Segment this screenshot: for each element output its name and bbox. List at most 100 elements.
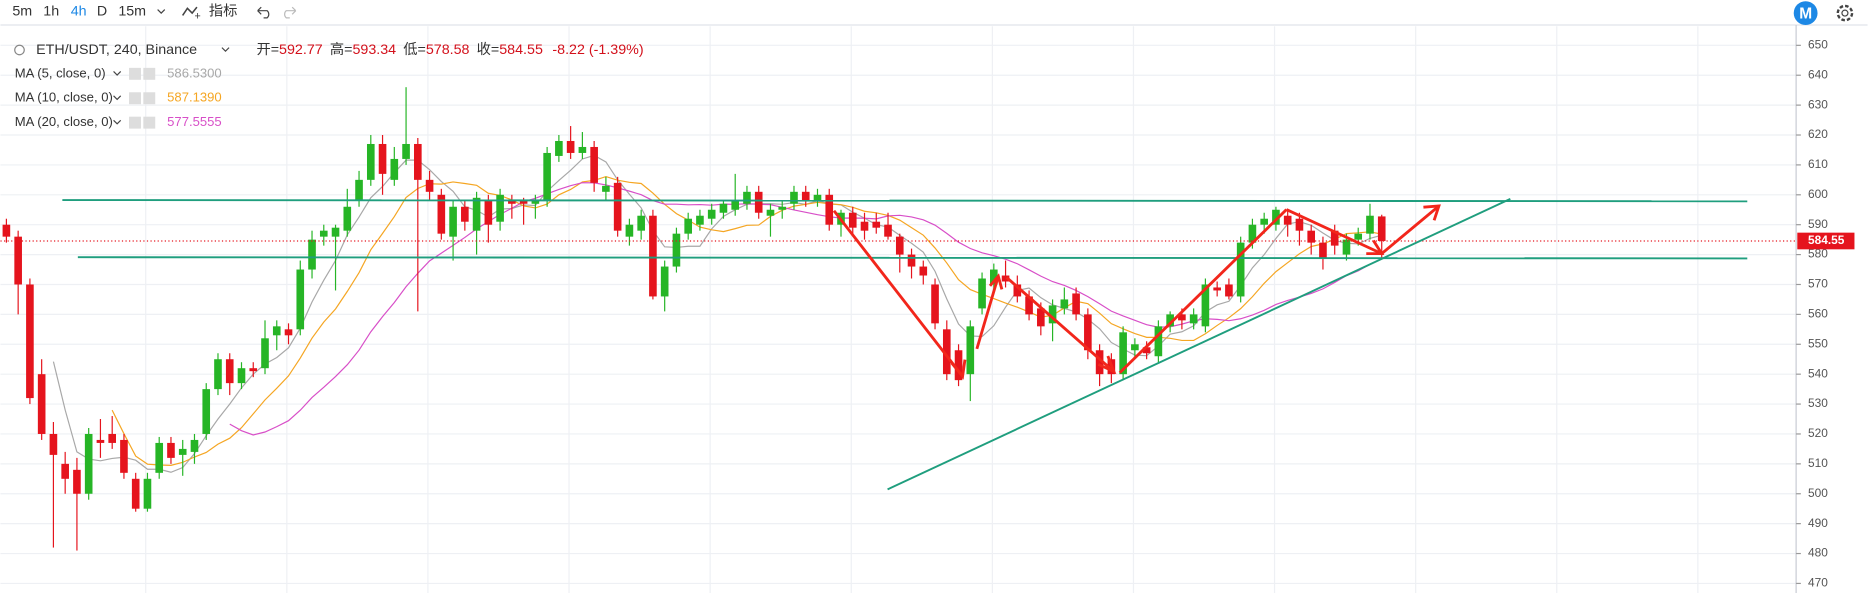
y-tick-label: 470: [1808, 576, 1828, 590]
eye-button[interactable]: [129, 67, 141, 80]
close-button[interactable]: [143, 67, 156, 80]
indicators-button[interactable]: 指标: [209, 3, 238, 20]
candle-body: [754, 191, 763, 213]
ma-name: MA (10, close, 0): [15, 90, 113, 105]
candle-body: [167, 442, 175, 458]
candle-body: [1072, 293, 1080, 315]
candle-body: [860, 221, 869, 231]
arrow-head: [950, 359, 967, 380]
logo[interactable]: [1793, 1, 1818, 26]
y-tick-label: 610: [1808, 157, 1828, 171]
interval-button[interactable]: 4h: [71, 4, 87, 20]
candle-body: [684, 218, 692, 234]
candle-body: [613, 182, 622, 231]
candle-body: [155, 442, 164, 473]
candle-body: [1025, 296, 1033, 315]
y-tick-label: 650: [1808, 37, 1828, 51]
ma-line: [229, 182, 1382, 436]
candle-body: [1295, 218, 1304, 231]
arrow-head: [1423, 204, 1441, 221]
arrow: [975, 275, 1000, 350]
candle-body: [402, 143, 410, 159]
wave-arrows: [832, 204, 1441, 380]
label: 高=: [330, 41, 353, 58]
candle-body: [425, 179, 434, 192]
candle-body: [284, 329, 293, 336]
candle-body: [1377, 216, 1386, 241]
y-tick-label: 540: [1808, 366, 1828, 380]
ma-value: 577.5555: [167, 114, 222, 129]
candle-body: [766, 209, 775, 216]
y-tick-label: 530: [1808, 396, 1828, 410]
candle-body: [108, 433, 117, 443]
candle-body: [919, 266, 928, 276]
candle-body: [237, 368, 246, 384]
eye-button[interactable]: [129, 92, 141, 105]
redo-button[interactable]: [284, 6, 297, 19]
candle-body: [543, 152, 551, 201]
undo-button[interactable]: [257, 6, 270, 19]
candle-body: [1001, 275, 1010, 282]
legend: ETH/USDT, 240, Binance 开=592.77 高=593.34 低…: [14, 41, 644, 58]
candle-body: [1166, 314, 1174, 327]
candle-body: [1037, 308, 1045, 327]
symbol-dropdown[interactable]: [221, 47, 230, 53]
candle-body: [190, 439, 199, 452]
grid: [0, 26, 1797, 593]
indicator-icon[interactable]: [181, 6, 198, 16]
candle-body: [872, 221, 881, 228]
candle-body: [14, 236, 22, 285]
candle-body: [1283, 215, 1292, 225]
candle-body: [1201, 284, 1210, 327]
close-button[interactable]: [143, 92, 156, 105]
candle-body: [202, 389, 211, 434]
arrow-head: [1097, 355, 1117, 375]
settings-button[interactable]: [1836, 4, 1854, 22]
interval-button[interactable]: 15m: [118, 4, 146, 20]
y-tick-label: 500: [1808, 486, 1828, 500]
interval-button[interactable]: 1h: [43, 4, 59, 20]
last-price-box: [1797, 232, 1855, 250]
y-tick-label: 550: [1808, 336, 1828, 350]
candle-body: [143, 478, 152, 509]
trend-line: [887, 197, 1511, 491]
candle-body: [1319, 242, 1327, 258]
candle-body: [496, 194, 504, 222]
candle-body: [590, 146, 598, 183]
candle-body: [331, 227, 340, 237]
candle-body: [261, 338, 269, 369]
candle-body: [1236, 242, 1245, 297]
candle-body: [120, 439, 128, 473]
candle-body: [990, 269, 998, 285]
close-button[interactable]: [143, 116, 156, 129]
plus-icon: +: [195, 10, 201, 22]
arrow: [832, 209, 964, 378]
candle-body: [1142, 347, 1151, 354]
candle-body: [49, 433, 58, 455]
candle-body: [531, 200, 540, 204]
candle-body: [1354, 233, 1363, 240]
support-line: [77, 256, 1748, 260]
interval-button[interactable]: 5m: [12, 4, 32, 20]
label: 低=: [403, 41, 426, 58]
arrow: [1285, 208, 1383, 255]
candle-body: [1060, 299, 1069, 309]
candle-body: [813, 194, 822, 201]
high-value: 593.34: [352, 42, 396, 58]
candle-body: [1272, 209, 1280, 225]
symbol: ETH/USDT, 240, Binance: [36, 42, 197, 58]
interval-button[interactable]: D: [97, 4, 107, 20]
candle-body: [1248, 224, 1257, 243]
label: 开=: [256, 42, 279, 58]
candle-body: [660, 266, 669, 297]
candle-body: [519, 200, 528, 204]
eye-button[interactable]: [129, 116, 141, 129]
change: -8.22 (-1.39%): [552, 42, 643, 58]
candle-body: [637, 215, 645, 231]
interval-dropdown[interactable]: [157, 9, 166, 14]
y-tick-label: 580: [1808, 247, 1828, 261]
candle-body: [249, 368, 258, 372]
candle-body: [578, 146, 587, 153]
